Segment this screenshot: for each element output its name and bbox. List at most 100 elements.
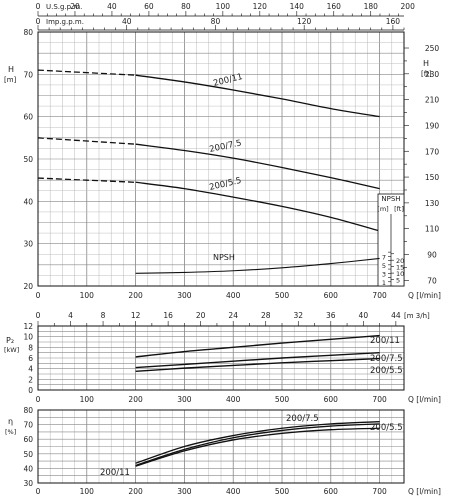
m3h-tick-label: 24 [228, 311, 238, 320]
npsh-right-tick-label: 10 [396, 270, 404, 278]
power-x-tick-label: 200 [128, 395, 143, 404]
power-x-tick-label: 0 [36, 395, 41, 404]
m3h-tick-label: 16 [163, 311, 173, 320]
npsh-right-unit: [ft] [394, 205, 404, 213]
head-right-axis-unit: [ft] [421, 70, 432, 78]
head-right-tick-label: 250 [425, 44, 440, 53]
impgpm-tick-label: 120 [297, 17, 312, 26]
m3h-tick-label: 28 [261, 311, 271, 320]
eff-x-tick-label: 400 [226, 487, 241, 496]
efficiency-panel: 30 40 50 60 70 80 η [%] 0 100 200 300 400 500 600 700 Q … [5, 406, 441, 496]
head-y-tick-label: 80 [23, 28, 33, 37]
power-x-tick-label: 500 [275, 395, 290, 404]
power-y-tick-label: 10 [23, 333, 33, 342]
head-curve-label: 200/7.5 [209, 138, 243, 155]
eff-y-axis-label: η [8, 417, 13, 426]
impgpm-axis-label: Imp.g.p.m. [46, 18, 84, 26]
power-curve-label: 200/5.5 [370, 366, 403, 376]
eff-curve-200/5.5 [135, 427, 380, 467]
head-curve-200/5.5 [135, 181, 380, 232]
eff-y-tick-label: 60 [23, 435, 33, 444]
npsh-left-tick-label: 3 [382, 270, 386, 278]
eff-curve-200/7.5 [135, 421, 380, 464]
eff-x-tick-label: 0 [36, 487, 41, 496]
power-y-tick-label: 8 [28, 343, 33, 352]
eff-x-axis-label: Q [l/min] [408, 487, 441, 496]
npsh-right-tick-label: 5 [396, 277, 400, 285]
head-right-tick-label: 230 [425, 70, 440, 79]
npsh-left-unit: [m] [377, 205, 388, 213]
eff-x-tick-label: 100 [80, 487, 95, 496]
npsh-right-tick-label: 20 [396, 257, 404, 265]
power-curve-label: 200/11 [370, 336, 400, 346]
power-curve-label: 200/7.5 [370, 354, 403, 364]
power-x-tick-label: 700 [372, 395, 387, 404]
m3h-tick-label: 44 [391, 311, 401, 320]
m3h-tick-label: 36 [326, 311, 336, 320]
eff-frame [37, 409, 405, 484]
m3h-axis-label: [m 3/h] [404, 312, 430, 320]
eff-y-tick-label: 40 [23, 464, 33, 473]
eff-y-tick-label: 80 [23, 406, 33, 415]
eff-x-tick-label: 200 [128, 487, 143, 496]
usgpm-tick-label: 160 [327, 2, 342, 11]
usgpm-tick-label: 60 [144, 2, 154, 11]
power-y-tick-label: 6 [28, 354, 33, 363]
head-right-tick-label: 210 [425, 96, 440, 105]
power-curve-200/5.5 [135, 357, 380, 373]
power-y-tick-label: 4 [28, 365, 33, 374]
head-right-tick-label: 190 [425, 121, 440, 130]
head-y-tick-label: 70 [23, 70, 33, 79]
head-curve-dashed-200/11 [37, 69, 136, 76]
head-y-axis-label: H [8, 65, 14, 74]
head-right-tick-label: 110 [425, 225, 440, 234]
head-right-tick-label: 70 [427, 276, 437, 285]
eff-y-tick-label: 70 [23, 421, 33, 430]
npsh-scale-title: NPSH [381, 195, 400, 203]
head-y-tick-label: 50 [23, 155, 33, 164]
head-x-tick-label: 200 [128, 291, 143, 300]
eff-x-tick-label: 300 [177, 487, 192, 496]
m3h-tick-label: 8 [101, 311, 106, 320]
usgpm-tick-label: 0 [36, 2, 41, 11]
head-x-tick-label: 700 [372, 291, 387, 300]
eff-y-tick-label: 30 [23, 479, 33, 488]
npsh-curve-label: NPSH [213, 253, 235, 262]
head-curve-200/7.5 [135, 143, 380, 190]
power-y-axis-unit: [kW] [4, 346, 19, 354]
npsh-right-tick-label: 15 [396, 264, 404, 272]
head-y-tick-label: 30 [23, 240, 33, 249]
power-y-axis-label: P₂ [6, 336, 14, 345]
eff-curve-label: 200/7.5 [286, 414, 319, 424]
eff-x-tick-label: 600 [324, 487, 339, 496]
npsh-left-tick-label: 1 [382, 279, 386, 287]
npsh-left-tick-label: 7 [382, 253, 386, 261]
m3h-tick-label: 20 [196, 311, 206, 320]
m3h-tick-label: 12 [131, 311, 141, 320]
usgpm-tick-label: 140 [290, 2, 305, 11]
impgpm-tick-label: 80 [211, 17, 221, 26]
head-panel: 20304050607080H[m]7090110130150170190210… [4, 28, 441, 300]
head-curve-dashed-200/5.5 [37, 177, 136, 183]
head-curve-200/11 [135, 74, 380, 118]
head-curve-label: 200/5.5 [208, 176, 242, 193]
head-right-tick-label: 130 [425, 199, 440, 208]
m3h-tick-label: 40 [359, 311, 369, 320]
head-x-tick-label: 100 [80, 291, 95, 300]
power-y-tick-label: 12 [23, 322, 33, 331]
power-curve-200/11 [135, 334, 380, 358]
power-x-tick-label: 300 [177, 395, 192, 404]
power-x-tick-label: 600 [324, 395, 339, 404]
head-x-tick-label: 600 [324, 291, 339, 300]
head-y-tick-label: 20 [23, 282, 33, 291]
eff-curve-200/11 [135, 423, 380, 467]
usgpm-axis-label: U.S.g.p.m. [46, 3, 82, 11]
power-curve-200/7.5 [135, 351, 380, 369]
head-right-tick-label: 150 [425, 173, 440, 182]
power-y-tick-label: 2 [28, 375, 33, 384]
head-x-tick-label: 500 [275, 291, 290, 300]
power-x-tick-label: 100 [80, 395, 95, 404]
